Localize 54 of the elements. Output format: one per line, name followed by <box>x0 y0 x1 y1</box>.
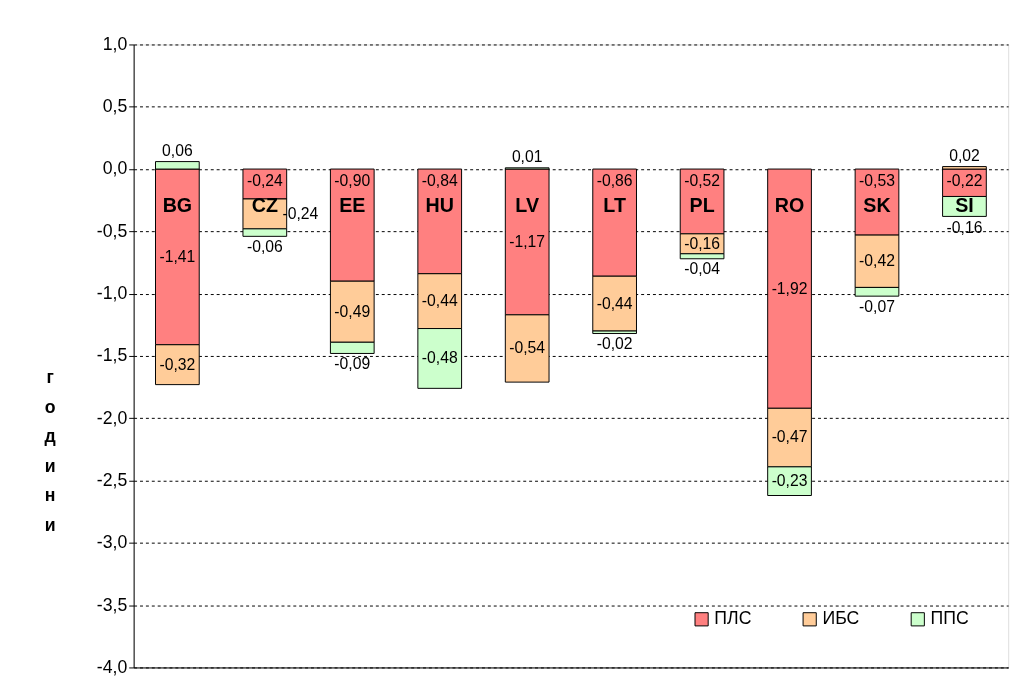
data-label: -1,92 <box>771 279 808 297</box>
x-tick-label: SK <box>863 194 891 217</box>
y-tick-label: -1,5 <box>96 345 128 366</box>
y-tick-label: -2,5 <box>96 469 128 490</box>
data-label: -1,41 <box>159 247 196 265</box>
data-label: -0,09 <box>334 355 371 373</box>
data-label: -0,84 <box>421 171 458 189</box>
data-label: -0,86 <box>596 171 633 189</box>
data-label: 0,01 <box>511 147 543 165</box>
data-label: -0,06 <box>246 238 283 256</box>
data-label: 0,06 <box>162 141 193 159</box>
x-tick-label: RO <box>774 194 805 217</box>
x-tick-label: EE <box>339 194 366 217</box>
x-tick-label: HU <box>425 194 454 217</box>
data-label: -0,47 <box>771 428 808 446</box>
y-tick-label: -3,5 <box>96 594 128 615</box>
x-tick-label: LT <box>603 194 626 217</box>
data-label: -1,17 <box>509 232 546 250</box>
data-label: -0,16 <box>684 234 721 252</box>
data-label: -0,16 <box>946 219 983 237</box>
y-tick-label: -3,0 <box>96 532 128 553</box>
y-tick-label: 0,0 <box>102 158 128 179</box>
y-tick-label: 0,5 <box>102 96 128 117</box>
y-tick-label: -4,0 <box>96 656 128 677</box>
x-tick-label: SI <box>955 194 974 217</box>
data-label: -0,90 <box>334 171 371 189</box>
data-label: -0,44 <box>596 294 633 312</box>
data-label: 0,02 <box>949 146 980 164</box>
data-label: -0,42 <box>859 252 895 270</box>
y-tick-label: 1,0 <box>102 33 128 54</box>
x-tick-label: LV <box>515 194 539 217</box>
y-tick-label: -2,0 <box>96 407 128 428</box>
data-label: -0,48 <box>421 349 458 367</box>
x-tick-label: PL <box>689 194 715 217</box>
data-label: -0,23 <box>771 472 808 490</box>
y-tick-label: -0,5 <box>96 220 128 241</box>
data-label: -0,24 <box>246 171 283 189</box>
y-tick-label: -1,0 <box>96 283 128 304</box>
data-label: -0,52 <box>684 171 720 189</box>
data-label: -0,54 <box>509 339 546 357</box>
data-label: -0,22 <box>946 171 983 189</box>
data-label: -0,32 <box>159 355 196 373</box>
x-tick-label: CZ <box>251 194 278 217</box>
legend-label: ИБС <box>822 608 860 629</box>
legend-label: ПЛС <box>714 608 752 629</box>
data-label: -0,44 <box>421 292 458 310</box>
data-label: -0,02 <box>596 335 633 353</box>
data-label: -0,49 <box>334 302 371 320</box>
y-axis-title: години <box>44 367 56 535</box>
data-label: -0,04 <box>684 260 721 278</box>
data-label: -0,07 <box>859 297 895 315</box>
legend-label: ППС <box>930 608 969 629</box>
x-tick-label: BG <box>162 194 193 217</box>
data-label: -0,53 <box>859 171 896 189</box>
